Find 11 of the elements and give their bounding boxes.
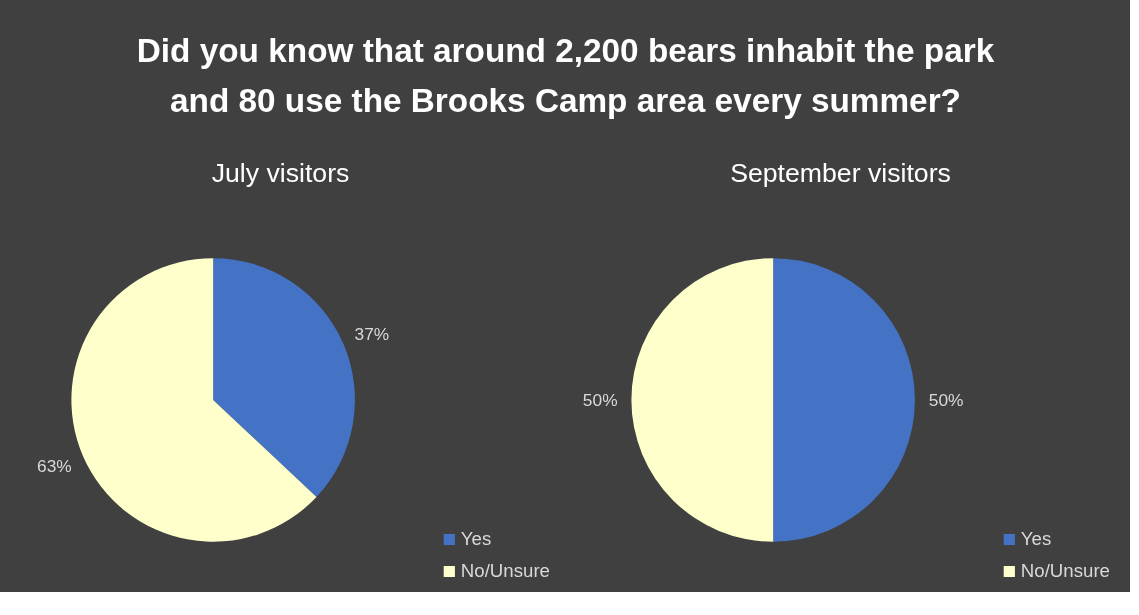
legend-label: No/Unsure [1020,560,1110,582]
legend-label: Yes [460,528,492,550]
legend-label: Yes [1020,528,1052,550]
data-label: 50% [582,389,618,410]
data-label: 37% [354,324,390,345]
text: Did you know that around 2,200 bears inhabit the park and 80 use the Brooks Camp area every summer? [136,32,995,119]
data-label: 63% [37,455,72,476]
chart-title: July visitors [211,157,350,188]
data-label: 50% [928,389,964,410]
legend-label: No/Unsure [460,560,550,582]
chart-title: September visitors [730,157,951,188]
